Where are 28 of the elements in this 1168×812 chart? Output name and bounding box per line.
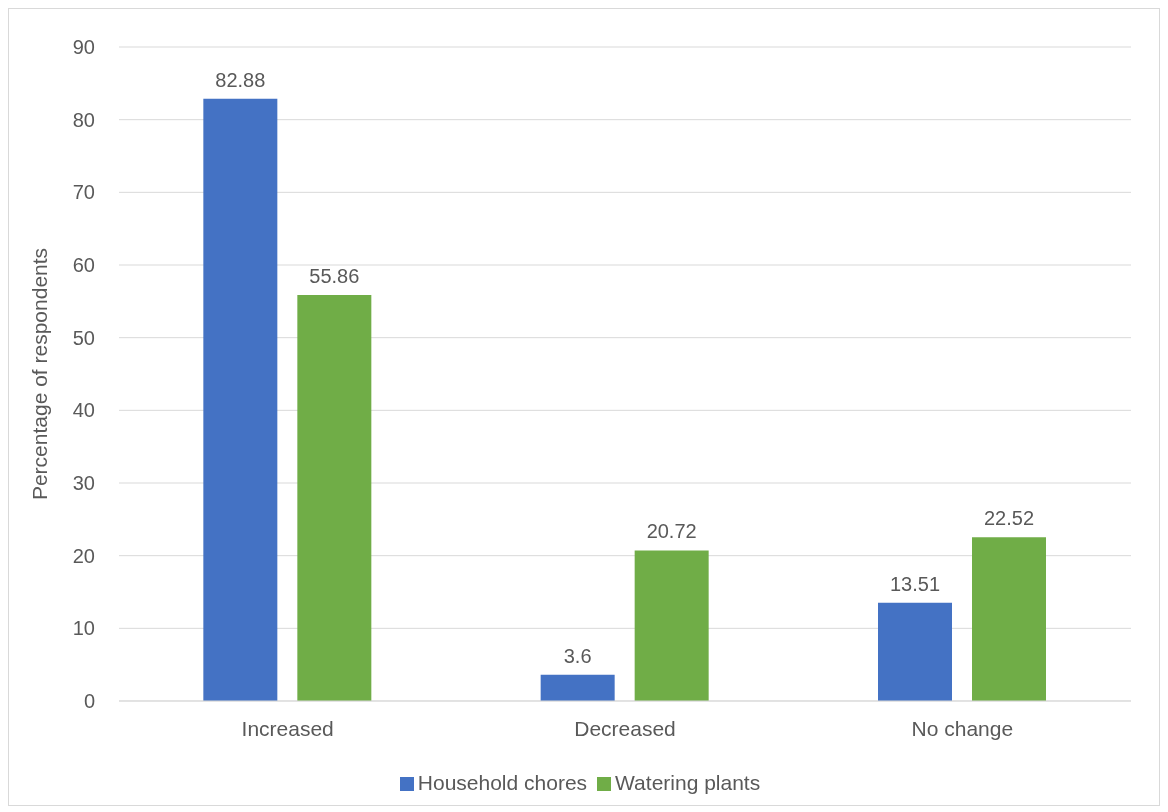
data-label: 82.88 — [215, 68, 266, 91]
y-tick-label: 60 — [72, 254, 95, 277]
bar — [634, 550, 709, 701]
data-label: 13.51 — [889, 572, 941, 595]
y-tick-label: 80 — [72, 108, 95, 131]
y-axis-title: Percentage of respondents — [28, 247, 52, 501]
bar — [878, 602, 952, 701]
y-tick-label: 30 — [72, 472, 95, 495]
legend-label: Watering plants — [615, 771, 761, 794]
bar — [297, 295, 372, 701]
data-label: 55.86 — [309, 265, 360, 288]
bar — [203, 98, 278, 701]
x-tick-label: Increased — [241, 716, 334, 740]
y-tick-label: 40 — [72, 399, 95, 422]
y-tick-label: 90 — [72, 36, 95, 59]
data-label: 3.6 — [563, 644, 592, 667]
y-tick-label: 20 — [72, 544, 95, 567]
data-label: 22.52 — [983, 507, 1035, 530]
legend-label: Household chores — [417, 771, 588, 794]
y-tick-label: 10 — [72, 617, 95, 640]
data-label: 20.72 — [646, 520, 697, 543]
x-tick-label: Decreased — [574, 716, 676, 740]
x-tick-label: No change — [911, 716, 1014, 740]
bar — [972, 537, 1046, 701]
bar — [540, 674, 615, 701]
y-tick-label: 70 — [72, 181, 95, 204]
y-tick-label: 50 — [72, 326, 95, 349]
y-tick-label: 0 — [83, 690, 95, 713]
